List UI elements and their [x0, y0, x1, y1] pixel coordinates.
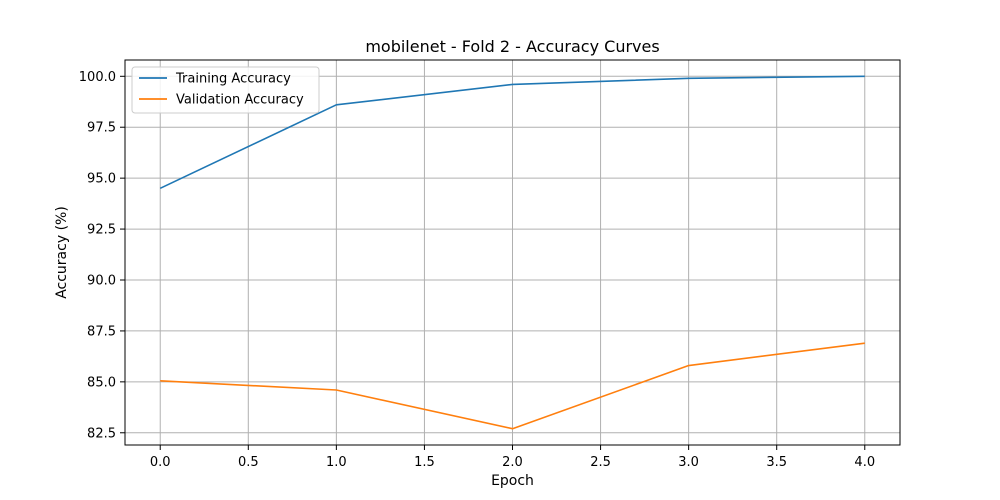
x-tick-label: 3.5 — [766, 455, 787, 470]
x-tick-label: 1.0 — [326, 455, 347, 470]
x-tick-label: 3.0 — [678, 455, 699, 470]
x-tick-label: 2.5 — [590, 455, 611, 470]
x-tick-label: 2.0 — [502, 455, 523, 470]
legend-label-training-accuracy: Training Accuracy — [175, 72, 291, 87]
y-tick-label: 100.0 — [79, 70, 116, 85]
legend-label-validation-accuracy: Validation Accuracy — [176, 93, 304, 108]
chart-title: mobilenet - Fold 2 - Accuracy Curves — [365, 37, 659, 56]
grid-lines — [125, 60, 900, 445]
y-tick-label: 97.5 — [87, 121, 116, 136]
series-lines — [159, 75, 865, 430]
y-tick-label: 85.0 — [87, 375, 116, 390]
x-tick-label: 0.0 — [150, 455, 171, 470]
y-axis-ticks: 82.5 85.0 87.5 90.0 92.5 95.0 97.5 100.0 — [79, 70, 125, 441]
x-tick-label: 4.0 — [854, 455, 875, 470]
training-accuracy-line — [159, 75, 865, 190]
y-tick-label: 95.0 — [87, 172, 116, 187]
legend: Training Accuracy Validation Accuracy — [131, 66, 320, 114]
y-tick-label: 92.5 — [87, 223, 116, 238]
x-axis-label: Epoch — [491, 473, 534, 489]
legend-box — [131, 66, 320, 114]
validation-accuracy-line — [160, 342, 865, 430]
x-tick-label: 1.5 — [414, 455, 435, 470]
y-axis-label: Accuracy (%) — [54, 206, 70, 299]
y-tick-label: 87.5 — [87, 324, 116, 339]
y-tick-label: 90.0 — [87, 274, 116, 289]
x-tick-label: 0.5 — [238, 455, 259, 470]
y-tick-label: 82.5 — [87, 426, 116, 441]
x-axis-ticks: 0.0 0.5 1.0 1.5 2.0 2.5 3.0 3.5 4.0 — [150, 445, 875, 470]
